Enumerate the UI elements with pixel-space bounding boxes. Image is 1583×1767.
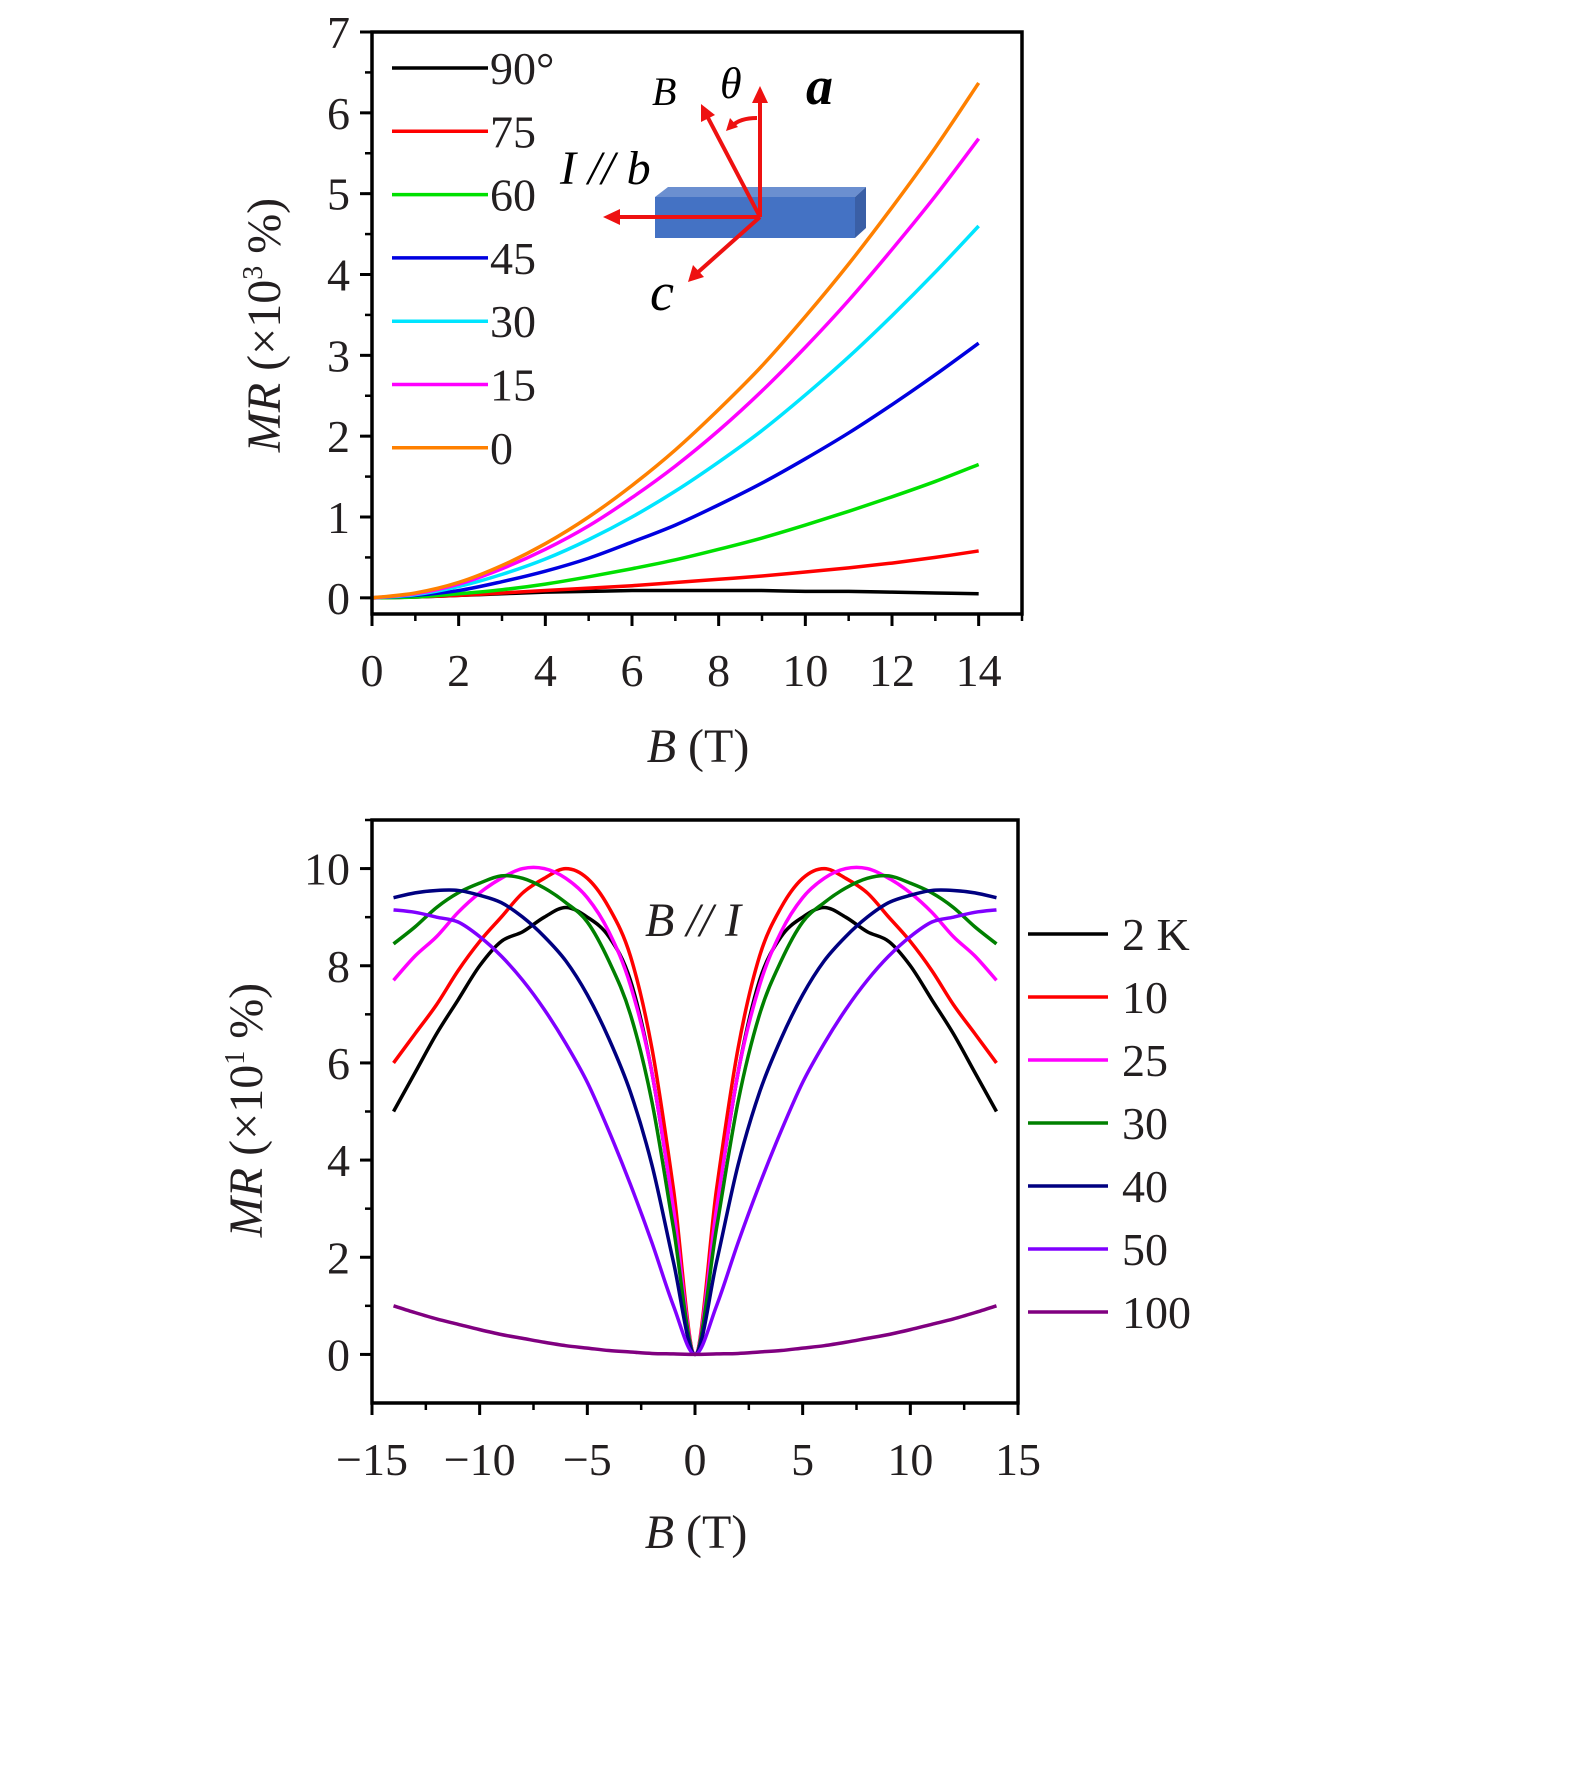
x-tick-label: 4 xyxy=(534,645,557,696)
y-tick-label: 7 xyxy=(327,7,350,58)
series-line-75 xyxy=(371,549,979,600)
legend-label: 25 xyxy=(1122,1035,1168,1086)
y-tick-label: 4 xyxy=(327,1135,350,1186)
x-axis-label: B (T) xyxy=(647,720,750,773)
x-tick-label: 6 xyxy=(621,645,644,696)
inset-b-label: B xyxy=(652,69,676,114)
x-tick-label: 0 xyxy=(361,645,384,696)
inset-theta-label: θ xyxy=(720,59,742,108)
inset-current-label: I // b xyxy=(559,142,651,195)
series-line-45 xyxy=(371,341,980,600)
legend-label: 100 xyxy=(1122,1287,1191,1338)
y-axis-label: MR (×101 %) xyxy=(220,983,273,1238)
series-line-2K xyxy=(392,905,998,1357)
x-tick-label: 2 xyxy=(447,645,470,696)
y-tick-label: 2 xyxy=(327,411,350,462)
legend-label: 40 xyxy=(1122,1161,1168,1212)
legend-label: 2 K xyxy=(1122,909,1190,960)
y-tick-label: 0 xyxy=(327,1329,350,1380)
x-tick-label: 0 xyxy=(684,1434,707,1485)
legend-label: 30 xyxy=(1122,1098,1168,1149)
field-direction-annotation: B // I xyxy=(645,894,743,947)
x-tick-label: −10 xyxy=(444,1434,516,1485)
series-line-15 xyxy=(371,137,981,600)
y-axis-label: MR (×103 %) xyxy=(238,198,291,453)
inset-c-label: c xyxy=(650,262,674,322)
series-line-30 xyxy=(371,224,980,600)
y-tick-label: 2 xyxy=(327,1232,350,1283)
arrowhead-icon xyxy=(752,86,768,103)
x-tick-label: 8 xyxy=(707,645,730,696)
crystal-side-face xyxy=(855,187,866,238)
panel-label: a xyxy=(806,56,833,116)
series-line-30 xyxy=(392,873,998,1357)
legend-label: 30 xyxy=(490,296,536,347)
legend-label: 45 xyxy=(490,233,536,284)
x-tick-label: 5 xyxy=(791,1434,814,1485)
arrowhead-icon xyxy=(603,209,620,225)
y-tick-label: 0 xyxy=(327,573,350,624)
arrowhead-icon xyxy=(688,265,704,282)
x-tick-label: 10 xyxy=(887,1434,933,1485)
x-tick-label: 14 xyxy=(956,645,1002,696)
series-line-100 xyxy=(393,1304,997,1357)
field-arrow xyxy=(704,113,762,218)
legend-label: 0 xyxy=(490,423,513,474)
plot-frame xyxy=(370,30,1024,616)
y-tick-label: 6 xyxy=(327,88,350,139)
y-tick-label: 4 xyxy=(327,250,350,301)
x-tick-label: 10 xyxy=(782,645,828,696)
x-tick-label: −5 xyxy=(563,1434,612,1485)
arrowhead-icon xyxy=(701,104,715,122)
series-line-60 xyxy=(371,462,980,600)
y-tick-label: 3 xyxy=(327,330,350,381)
x-axis-label: B (T) xyxy=(645,1506,748,1559)
series-line-0 xyxy=(371,81,981,600)
legend-label: 90° xyxy=(490,43,554,94)
legend-label: 50 xyxy=(1122,1224,1168,1275)
y-tick-label: 6 xyxy=(327,1038,350,1089)
y-tick-label: 1 xyxy=(327,492,350,543)
geometry-inset: B θ a I // b c xyxy=(559,56,866,322)
y-tick-label: 10 xyxy=(304,844,350,895)
y-tick-label: 8 xyxy=(327,941,350,992)
legend-label: 15 xyxy=(490,360,536,411)
legend-label: 10 xyxy=(1122,972,1168,1023)
legend-label: 75 xyxy=(490,106,536,157)
legend-label: 60 xyxy=(490,170,536,221)
arrowhead-icon xyxy=(726,118,738,131)
x-tick-label: 15 xyxy=(995,1434,1041,1485)
x-tick-label: 12 xyxy=(869,645,915,696)
c-axis-arrow xyxy=(694,215,762,276)
series-line-50 xyxy=(393,908,997,1357)
x-tick-label: −15 xyxy=(336,1434,408,1485)
chart-temperature-dependence: −15 −10 −5 0 5 10 15 0 2 4 6 8 10 2 K 10 25 30 40 50 100 MR … xyxy=(220,818,1191,1559)
y-tick-label: 5 xyxy=(327,169,350,220)
